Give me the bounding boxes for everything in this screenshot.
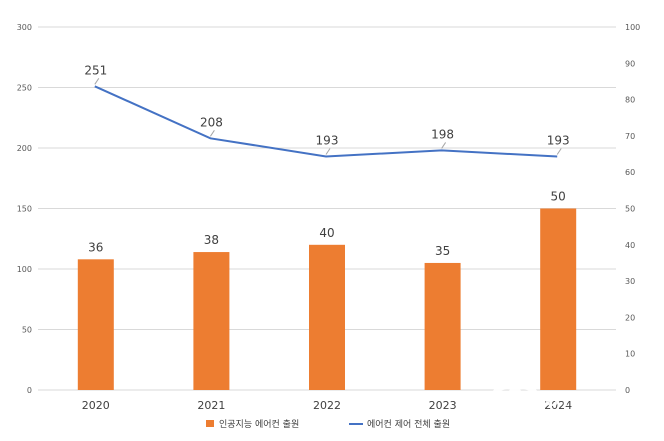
right-tick-label: 90 — [625, 59, 635, 68]
x-tick-label: 2022 — [313, 399, 341, 412]
bar-data-label: 40 — [319, 226, 334, 240]
leader-line — [556, 148, 562, 155]
watermark-ring-right — [503, 384, 543, 424]
right-tick-label: 50 — [625, 205, 635, 214]
legend-swatch-bar — [206, 420, 214, 427]
bar — [77, 259, 114, 390]
line-series — [94, 85, 558, 158]
watermark-tagline: 종합미디어 인터넷방송 — [547, 410, 633, 422]
series-line — [94, 85, 558, 158]
bar — [540, 208, 577, 390]
right-tick-label: 80 — [625, 96, 635, 105]
right-tick-label: 0 — [625, 386, 630, 395]
bar-data-label: 35 — [435, 244, 450, 258]
x-tick-label: 2023 — [429, 399, 457, 412]
bar-data-label: 50 — [551, 190, 566, 204]
x-axis-ticks: 2020 2021 2022 2023 2024 — [82, 399, 572, 412]
bar-data-labels: 36 38 40 35 50 — [88, 190, 566, 258]
line-data-label: 198 — [431, 127, 454, 141]
x-tick-label: 2021 — [197, 399, 225, 412]
line-data-label: 208 — [200, 115, 223, 129]
x-tick-label: 2020 — [82, 399, 110, 412]
leader-line — [209, 130, 215, 137]
legend: 인공지능 에어컨 출원 에어컨 제어 전체 출원 — [206, 419, 450, 430]
bar — [193, 252, 230, 390]
bar-data-label: 38 — [204, 233, 219, 247]
line-data-label: 193 — [316, 133, 339, 147]
left-tick-label: 50 — [22, 326, 32, 335]
left-axis-ticks: 0 50 100 150 200 250 300 — [17, 23, 32, 395]
leader-line — [325, 148, 331, 155]
right-tick-label: 10 — [625, 350, 635, 359]
right-tick-label: 100 — [625, 23, 640, 32]
oto-watermark-logo: OTO방송 종합미디어 인터넷방송 — [487, 384, 633, 424]
legend-label-line: 에어컨 제어 전체 출원 — [367, 419, 450, 430]
leader-line — [441, 142, 447, 149]
watermark-ring-left — [487, 384, 527, 424]
left-tick-label: 200 — [17, 144, 32, 153]
line-data-label: 251 — [84, 63, 107, 77]
left-tick-label: 300 — [17, 23, 32, 32]
right-tick-label: 70 — [625, 132, 635, 141]
right-tick-label: 30 — [625, 277, 635, 286]
right-tick-label: 60 — [625, 168, 635, 177]
bar — [309, 244, 345, 390]
legend-label-bar: 인공지능 에어컨 출원 — [219, 419, 299, 430]
left-tick-label: 150 — [17, 205, 32, 214]
right-axis-ticks: 0 10 20 30 40 50 60 70 80 90 100 — [625, 23, 640, 395]
bar-data-label: 36 — [88, 240, 103, 254]
left-tick-label: 100 — [17, 265, 32, 274]
bar — [424, 262, 461, 390]
bar-series — [77, 208, 577, 390]
left-tick-label: 250 — [17, 84, 32, 93]
watermark-logo-text: OTO방송 — [545, 391, 617, 411]
line-data-labels: 251 208 193 198 193 — [84, 63, 570, 155]
left-tick-label: 0 — [27, 386, 32, 395]
right-tick-label: 20 — [625, 313, 635, 322]
x-tick-label: 2024 — [544, 399, 572, 412]
line-data-label: 193 — [547, 133, 570, 147]
leader-line — [94, 78, 100, 85]
right-tick-label: 40 — [625, 241, 635, 250]
